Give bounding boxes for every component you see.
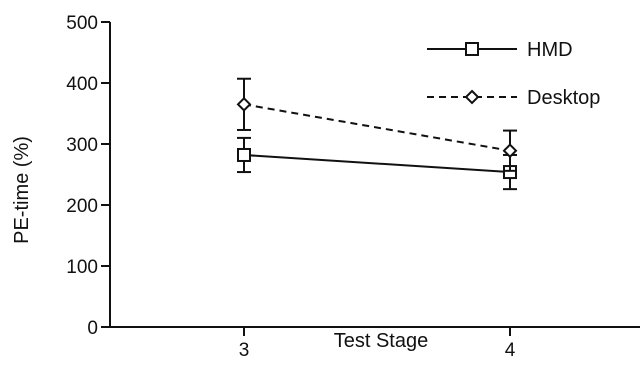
legend-item-hmd: HMD bbox=[427, 39, 573, 61]
y-tick-label: 0 bbox=[87, 318, 98, 339]
y-tick-label: 300 bbox=[66, 135, 98, 156]
x-tick-label: 4 bbox=[505, 340, 516, 361]
x-axis-title: Test Stage bbox=[334, 330, 429, 352]
legend-item-desktop: Desktop bbox=[427, 87, 600, 109]
y-tick-label: 100 bbox=[66, 257, 98, 278]
series-desktop bbox=[236, 77, 518, 172]
y-tick-label: 400 bbox=[66, 74, 98, 95]
legend-label: HMD bbox=[527, 39, 573, 61]
x-tick-label: 3 bbox=[239, 340, 250, 361]
series-line bbox=[243, 153, 511, 174]
legend-label: Desktop bbox=[527, 87, 600, 109]
series-hmd bbox=[237, 136, 517, 191]
data-point-marker bbox=[502, 143, 518, 159]
data-point-marker bbox=[237, 147, 251, 162]
series-line bbox=[243, 103, 511, 152]
y-axis-title: PE-time (%) bbox=[11, 136, 33, 244]
y-tick-label: 500 bbox=[66, 13, 98, 34]
legend-marker bbox=[465, 42, 479, 56]
y-tick-label: 200 bbox=[66, 196, 98, 217]
data-point-marker bbox=[236, 96, 252, 112]
legend-marker bbox=[464, 89, 480, 105]
